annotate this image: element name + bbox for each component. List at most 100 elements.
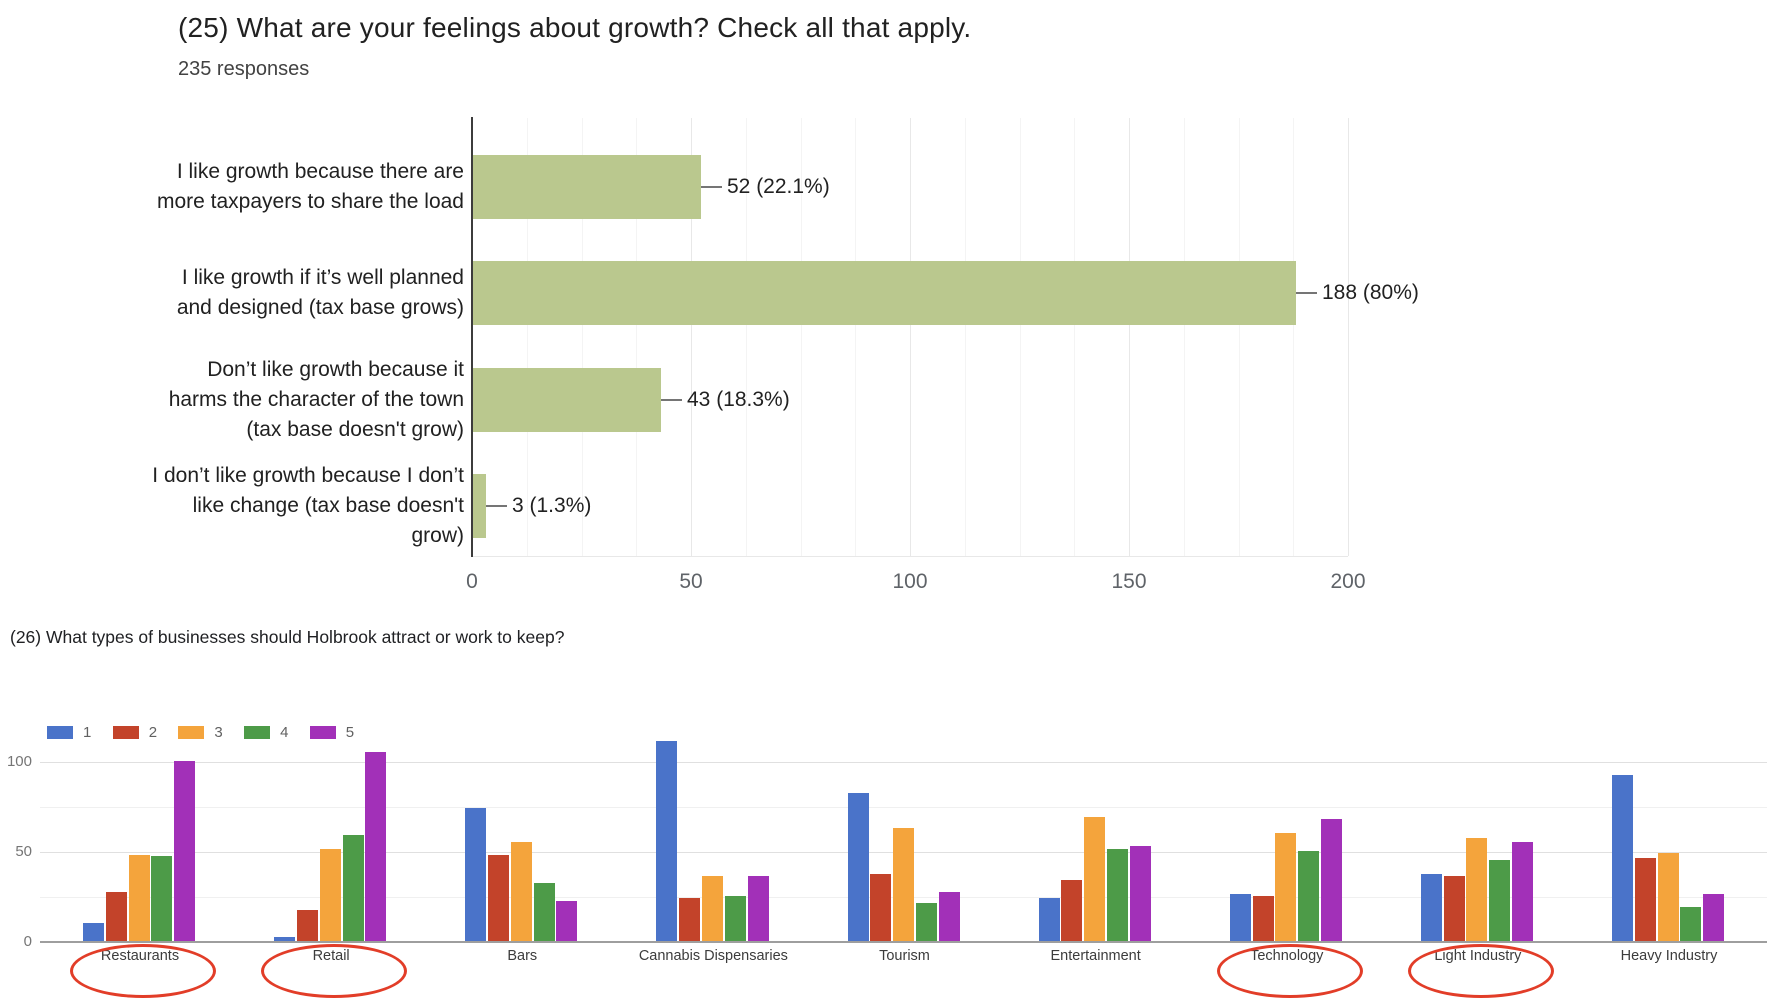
v-bar[interactable] (938, 892, 960, 941)
legend-item[interactable]: 4 (244, 724, 304, 742)
gridline-minor (636, 118, 638, 556)
v-bar[interactable] (656, 741, 678, 941)
bar-category-label-line: and designed (tax base grows) (176, 296, 464, 319)
q25-chart-title: (25) What are your feelings about growth… (178, 12, 972, 43)
v-bar[interactable] (870, 874, 892, 941)
legend-swatch (178, 726, 205, 739)
v-bar[interactable] (151, 856, 173, 941)
gridline-minor (964, 118, 966, 556)
v-bar[interactable] (319, 849, 341, 941)
v-bar[interactable] (274, 937, 296, 941)
x-tick-label: 200 (1330, 570, 1366, 593)
x-tick-label: 50 (679, 570, 703, 593)
bar-category-label: Don’t like growth because it harms the ch… (100, 355, 464, 445)
v-bar[interactable] (510, 842, 532, 941)
v-bar[interactable] (105, 892, 127, 941)
v-bar[interactable] (1420, 874, 1442, 941)
gridline-minor (1238, 118, 1240, 556)
v-bar[interactable] (701, 876, 723, 941)
v-bar[interactable] (1252, 896, 1274, 941)
legend-item[interactable]: 5 (309, 724, 370, 742)
x-tick-label: 100 (892, 570, 928, 593)
v-bar[interactable] (83, 923, 104, 941)
q25-response-count: 235 responses (178, 58, 310, 80)
category-label: Heavy Industry (1620, 948, 1718, 964)
gridline-minor (1074, 118, 1076, 556)
v-bar[interactable] (1320, 819, 1342, 941)
bar-category-label-line: I don’t like growth because I don’t (152, 464, 464, 487)
category-label: Bars (507, 948, 538, 964)
gridline-minor (745, 118, 747, 556)
v-bar[interactable] (296, 910, 318, 941)
bar-category-label-line: more taxpayers to share the load (156, 190, 464, 213)
v-bar[interactable] (1634, 858, 1656, 941)
h-bar[interactable] (473, 474, 486, 538)
v-bar[interactable] (365, 752, 387, 941)
v-bar[interactable] (1275, 833, 1297, 941)
y-tick-label: 50 (15, 843, 32, 860)
legend-swatch (309, 726, 336, 739)
v-bar[interactable] (1612, 775, 1633, 941)
v-bar[interactable] (556, 901, 578, 941)
v-bar[interactable] (1229, 894, 1251, 941)
gridline-minor (855, 118, 857, 556)
legend-label: 4 (280, 724, 289, 741)
legend-swatch (112, 726, 139, 739)
leader-line (661, 399, 682, 401)
v-bar[interactable] (1466, 838, 1488, 941)
leader-line (486, 505, 507, 507)
x-tick-label: 0 (466, 570, 478, 593)
legend-item[interactable]: 3 (178, 724, 238, 742)
v-bar[interactable] (724, 896, 746, 941)
bar-category-label-line: I like growth if it’s well planned (181, 266, 464, 289)
circle-annotation (1216, 944, 1363, 998)
v-bar[interactable] (1038, 898, 1060, 941)
bar-category-label: I like growth because there are more taxp… (100, 157, 464, 217)
v-bar[interactable] (1657, 853, 1679, 941)
gridline-minor (1019, 118, 1021, 556)
v-bar[interactable] (174, 761, 196, 941)
v-bar[interactable] (1298, 851, 1320, 941)
v-bar[interactable] (1443, 876, 1465, 941)
h-bar[interactable] (473, 368, 661, 432)
legend-item[interactable]: 1 (47, 724, 107, 742)
h-bar[interactable] (473, 261, 1296, 325)
legend-swatch (47, 726, 73, 739)
v-bar[interactable] (1489, 860, 1511, 941)
category-label: Tourism (879, 948, 930, 964)
v-bar[interactable] (1061, 880, 1083, 941)
v-bar[interactable] (915, 903, 937, 941)
v-bar[interactable] (847, 793, 869, 941)
leader-line (1296, 292, 1317, 294)
legend-swatch (244, 726, 271, 739)
bar-category-label-line: I like growth because there are (176, 160, 464, 183)
v-bar[interactable] (1129, 846, 1151, 941)
legend-item[interactable]: 2 (112, 724, 173, 742)
y-tick-label: 0 (23, 933, 32, 950)
x-tick-label: 150 (1111, 570, 1147, 593)
v-bar[interactable] (342, 835, 364, 941)
v-bar[interactable] (533, 883, 555, 941)
bar-value-label: 52 (22.1%) (727, 175, 830, 198)
bar-category-label: I don’t like growth because I don’t like … (100, 461, 464, 551)
v-bar[interactable] (893, 828, 915, 941)
v-bar[interactable] (1512, 842, 1534, 941)
v-bar[interactable] (1680, 907, 1702, 941)
legend-label: 5 (345, 724, 355, 741)
bar-category-label-line: Don’t like growth because it (207, 358, 464, 381)
v-bar[interactable] (465, 808, 487, 941)
y-tick-label: 100 (6, 753, 32, 770)
v-bar[interactable] (1107, 849, 1129, 941)
bar-category-label-line: like change (tax base doesn't (192, 494, 464, 517)
v-bar[interactable] (1084, 817, 1106, 941)
v-bar[interactable] (747, 876, 769, 941)
gridline-minor (581, 118, 583, 556)
v-bar[interactable] (679, 898, 701, 941)
v-bar[interactable] (128, 855, 150, 941)
v-bar[interactable] (488, 855, 510, 941)
gridline-minor (1183, 118, 1185, 556)
v-bar[interactable] (1703, 894, 1725, 941)
h-bar[interactable] (473, 155, 701, 219)
